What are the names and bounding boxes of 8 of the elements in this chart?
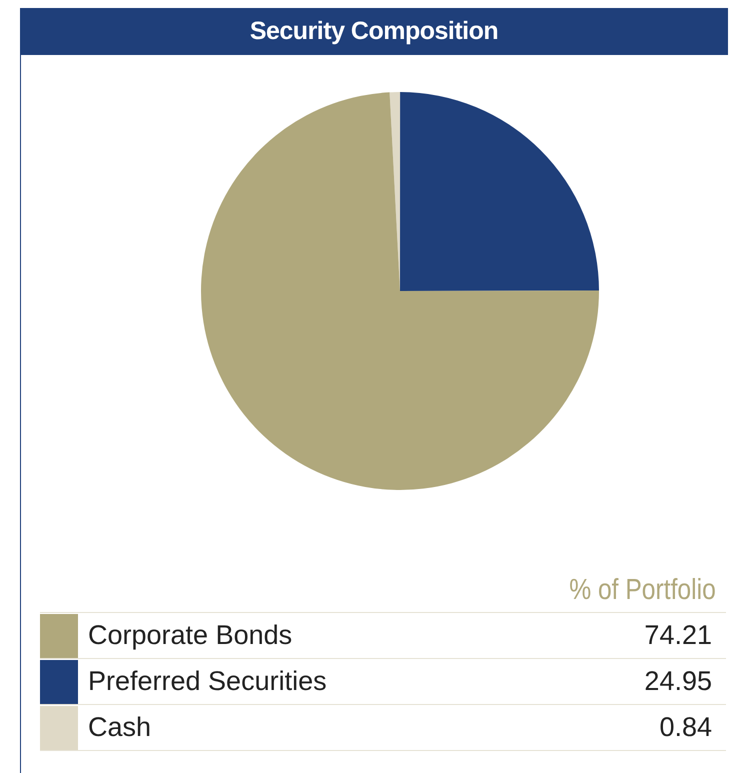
- data-label: 0.84: [659, 712, 713, 743]
- data-label: 24.95: [644, 666, 713, 697]
- data-label: 74.21: [644, 620, 713, 651]
- legend-label: Preferred Securities: [88, 666, 328, 697]
- chart-title: Security Composition: [20, 8, 728, 55]
- legend-label: Corporate Bonds: [88, 620, 294, 651]
- legend-label: Cash: [88, 712, 152, 743]
- legend-title: % of Portfolio: [568, 573, 717, 608]
